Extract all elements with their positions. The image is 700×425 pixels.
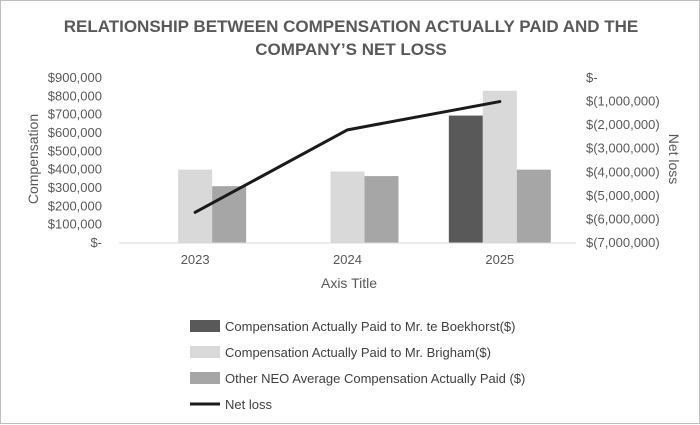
y2-axis-label: Net loss	[666, 134, 682, 185]
x-tick-label: 2025	[485, 252, 514, 267]
line-layer	[193, 100, 502, 214]
y2-tick-label: $(7,000,000)	[586, 235, 660, 250]
y2-tick-label: $(6,000,000)	[586, 211, 660, 226]
y-tick-label: $300,000	[48, 180, 102, 195]
y2-tick-label: $(5,000,000)	[586, 188, 660, 203]
legend-label: Net loss	[225, 397, 272, 412]
legend-label: Other NEO Average Compensation Actually …	[225, 371, 525, 386]
bar-1-2025	[448, 115, 483, 243]
legend-swatch	[190, 346, 220, 358]
bar-3-2025	[516, 169, 551, 243]
legend-label: Compensation Actually Paid to Mr. te Boe…	[225, 319, 515, 334]
y-tick-label: $200,000	[48, 198, 102, 213]
bar-3-2024	[364, 176, 399, 243]
bar-2-2024	[330, 171, 365, 243]
legend-swatch	[190, 372, 220, 384]
x-tick-label: 2024	[333, 252, 362, 267]
y-tick-label: $600,000	[48, 125, 102, 140]
y-tick-label: $900,000	[48, 70, 102, 85]
x-axis-ticks: 2023 2024 2025	[181, 252, 515, 267]
x-tick-label: 2023	[181, 252, 210, 267]
y-tick-label: $400,000	[48, 162, 102, 177]
y-tick-label: $-	[90, 235, 102, 250]
y-tick-label: $100,000	[48, 217, 102, 232]
y2-tick-label: $-	[586, 70, 598, 85]
y-tick-label: $700,000	[48, 107, 102, 122]
y2-tick-label: $(1,000,000)	[586, 94, 660, 109]
y2-tick-label: $(2,000,000)	[586, 117, 660, 132]
y-tick-label: $500,000	[48, 143, 102, 158]
net-loss-line	[193, 100, 502, 214]
legend-swatch	[190, 320, 220, 332]
y-axis-ticks: $- $100,000 $200,000 $300,000 $400,000 $500,0…	[48, 70, 102, 250]
bar-2-2025	[482, 90, 517, 243]
chart-title-line-1: RELATIONSHIP BETWEEN COMPENSATION ACTUAL…	[64, 17, 639, 36]
chart-title-line-2: COMPANY’S NET LOSS	[255, 40, 446, 59]
y-axis-label: Compensation	[25, 114, 41, 204]
y2-tick-label: $(4,000,000)	[586, 164, 660, 179]
y-tick-label: $800,000	[48, 88, 102, 103]
bars-layer	[178, 90, 551, 243]
legend-label: Compensation Actually Paid to Mr. Brigha…	[225, 345, 491, 360]
y2-axis-ticks: $- $(1,000,000) $(2,000,000) $(3,000,000) $(…	[586, 70, 660, 250]
legend: Compensation Actually Paid to Mr. te Boe…	[190, 319, 525, 412]
x-axis-label: Axis Title	[321, 275, 377, 291]
y2-tick-label: $(3,000,000)	[586, 141, 660, 156]
